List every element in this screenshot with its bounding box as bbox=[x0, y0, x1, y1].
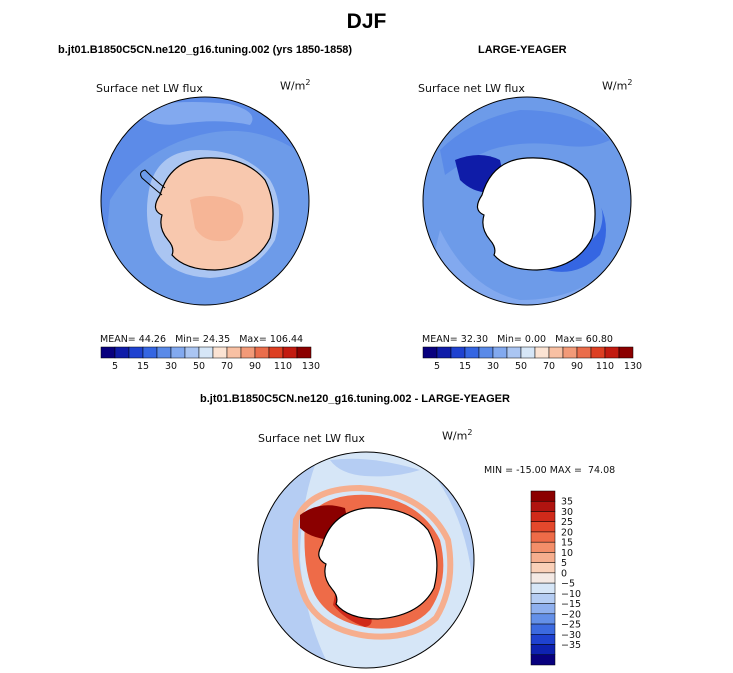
panel3-antarctica-masked bbox=[318, 507, 438, 620]
panel3-colorbar-swatch-15 bbox=[530, 644, 556, 656]
panel1-stats: MEAN= 44.26 Min= 24.35 Max= 106.44 bbox=[100, 334, 303, 345]
panel1-title: b.jt01.B1850C5CN.ne120_g16.tuning.002 (y… bbox=[58, 44, 353, 56]
panel2-antarctica-masked bbox=[476, 157, 596, 271]
panel3-colorbar-tick-label: −5 bbox=[561, 579, 575, 590]
panel3-map-border bbox=[257, 451, 475, 669]
panel2-ocean-dark-region bbox=[440, 110, 610, 175]
panel1-colorbar-tick-label: 110 bbox=[274, 361, 292, 372]
panel1-colorbar-swatch-14 bbox=[296, 346, 312, 359]
panel3-colorbar-tick-label: 25 bbox=[561, 517, 573, 528]
panel1-colorbar: 5 15 30 50 70 90 110 130 bbox=[100, 346, 320, 372]
panel3-colorbar-swatch-0 bbox=[530, 490, 556, 502]
panel1-colorbar-tick-label: 130 bbox=[302, 361, 320, 372]
panel3-colorbar-tick-label: 20 bbox=[561, 527, 573, 538]
panel2-colorbar-tick-label: 5 bbox=[434, 361, 440, 372]
panel3-colorbar-swatch-13 bbox=[530, 623, 556, 635]
panel2-field-label: Surface net LW flux bbox=[418, 82, 525, 95]
panel3-colorbar-swatch-7 bbox=[530, 562, 556, 574]
panel3-colorbar-swatch-9 bbox=[530, 582, 556, 594]
panel3-colorbar-tick-label: −25 bbox=[561, 620, 581, 631]
panel3-colorbar-swatch-2 bbox=[530, 511, 556, 522]
panel2-colorbar-tick-label: 130 bbox=[624, 361, 642, 372]
panel3-colorbar-tick-label: 35 bbox=[561, 497, 573, 508]
panel3-units: W/m2 bbox=[442, 428, 472, 443]
panel1-field-label: Surface net LW flux bbox=[96, 82, 203, 95]
panel3-colorbar-swatch-8 bbox=[530, 572, 556, 584]
panel1-ocean-outer-band bbox=[101, 97, 309, 305]
panel2-max-value: 60.80 bbox=[585, 334, 613, 345]
panel3-colorbar-swatch-1 bbox=[530, 500, 556, 512]
panel3-coastal-ring-light bbox=[292, 484, 454, 640]
panel1-antarctica-warm-patch bbox=[190, 196, 244, 242]
panel3-field-label: Surface net LW flux bbox=[258, 432, 365, 445]
panel1-colorbar-tick-label: 5 bbox=[112, 361, 118, 372]
panel1-mean-value: 44.26 bbox=[138, 334, 166, 345]
panel2-coastal-mid-blue bbox=[540, 205, 606, 272]
panel2-mean-label: MEAN= bbox=[422, 334, 458, 345]
panel1-colorbar-tick-label: 70 bbox=[221, 361, 233, 372]
panel3-units-exp: 2 bbox=[467, 428, 473, 437]
panel3-colorbar-swatch-11 bbox=[530, 603, 556, 615]
panel3-colorbar-swatch-16 bbox=[530, 654, 556, 666]
panel3-colorbar-tick-label: −30 bbox=[561, 630, 581, 641]
panel2-max-label: Max= bbox=[555, 334, 583, 345]
panel2-min-label: Min= bbox=[497, 334, 522, 345]
panel3-colorbar-tick-label: −35 bbox=[561, 640, 581, 651]
panel2-mean-value: 32.30 bbox=[460, 334, 488, 345]
panel2-colorbar: 5 15 30 50 70 90 110 130 bbox=[422, 346, 642, 372]
panel1-colorbar-tick-label: 15 bbox=[137, 361, 149, 372]
panel2-title: LARGE-YEAGER bbox=[478, 44, 567, 56]
panel1-min-value: 24.35 bbox=[202, 334, 231, 345]
panel1-mean-label: MEAN= bbox=[100, 334, 136, 345]
panel1-peninsula bbox=[140, 169, 166, 196]
panel3-colorbar-swatch-3 bbox=[530, 521, 556, 533]
panel1-ocean-light-patch bbox=[130, 102, 253, 125]
panel1-map-border bbox=[100, 96, 310, 306]
panel1-units: W/m2 bbox=[280, 78, 311, 93]
panel3-units-base: W/m bbox=[442, 429, 468, 443]
panel2-colorbar-tick-label: 110 bbox=[596, 361, 614, 372]
main-title: DJF bbox=[346, 10, 387, 33]
panel2-colorbar-tick-label: 90 bbox=[571, 361, 583, 372]
panel3-colorbar-swatch-6 bbox=[530, 552, 556, 563]
panel3-colorbar-tick-label: 15 bbox=[561, 538, 573, 549]
panel2-min-value: 0.00 bbox=[524, 334, 547, 345]
panel2-map-border bbox=[422, 96, 632, 306]
panel2-colorbar-tick-label: 30 bbox=[487, 361, 499, 372]
panel3-colorbar-swatch-4 bbox=[530, 531, 556, 543]
panel1-max-value: 106.44 bbox=[269, 334, 304, 345]
panel3-colorbar-tick-label: 10 bbox=[561, 548, 573, 559]
panel2-stats: MEAN= 32.30 Min= 0.00 Max= 60.80 bbox=[422, 334, 613, 345]
panel3-colorbar-tick-label: −15 bbox=[561, 599, 581, 610]
panel3-colorbar-tick-label: 5 bbox=[561, 558, 567, 569]
panel2-colorbar-tick-label: 70 bbox=[543, 361, 555, 372]
panel2-units: W/m2 bbox=[602, 78, 633, 93]
panel1-min-label: Min= bbox=[175, 334, 200, 345]
panel3-ocean-blue-top bbox=[330, 458, 420, 477]
panel1-colorbar-tick-label: 90 bbox=[249, 361, 261, 372]
panel1-max-label: Max= bbox=[239, 334, 267, 345]
panel3-colorbar-swatch-14 bbox=[530, 634, 556, 645]
panel3-colorbar-swatch-12 bbox=[530, 613, 556, 625]
panel2-colorbar-tick-label: 15 bbox=[459, 361, 471, 372]
panel2-colorbar-tick-label: 50 bbox=[515, 361, 527, 372]
panel3-colorbar-tick-label: −10 bbox=[561, 589, 581, 600]
panel3-colorbar-swatch-5 bbox=[530, 541, 556, 553]
panel3-stats: MIN = -15.00 MAX = 74.08 bbox=[484, 465, 616, 476]
panel1-colorbar-tick-label: 30 bbox=[165, 361, 177, 372]
panel1-colorbar-tick-label: 50 bbox=[193, 361, 205, 372]
panel2-colorbar-swatch-14 bbox=[618, 346, 634, 359]
panel2-ocean-light-region bbox=[423, 230, 631, 305]
panel3-colorbar-tick-label: −20 bbox=[561, 609, 581, 620]
panel3-title: b.jt01.B1850C5CN.ne120_g16.tuning.002 - … bbox=[200, 393, 510, 405]
panel3-colorbar-tick-label: 0 bbox=[561, 568, 567, 579]
panel3-colorbar-tick-label: 30 bbox=[561, 507, 573, 518]
panel3-colorbar-swatch-10 bbox=[530, 593, 556, 604]
